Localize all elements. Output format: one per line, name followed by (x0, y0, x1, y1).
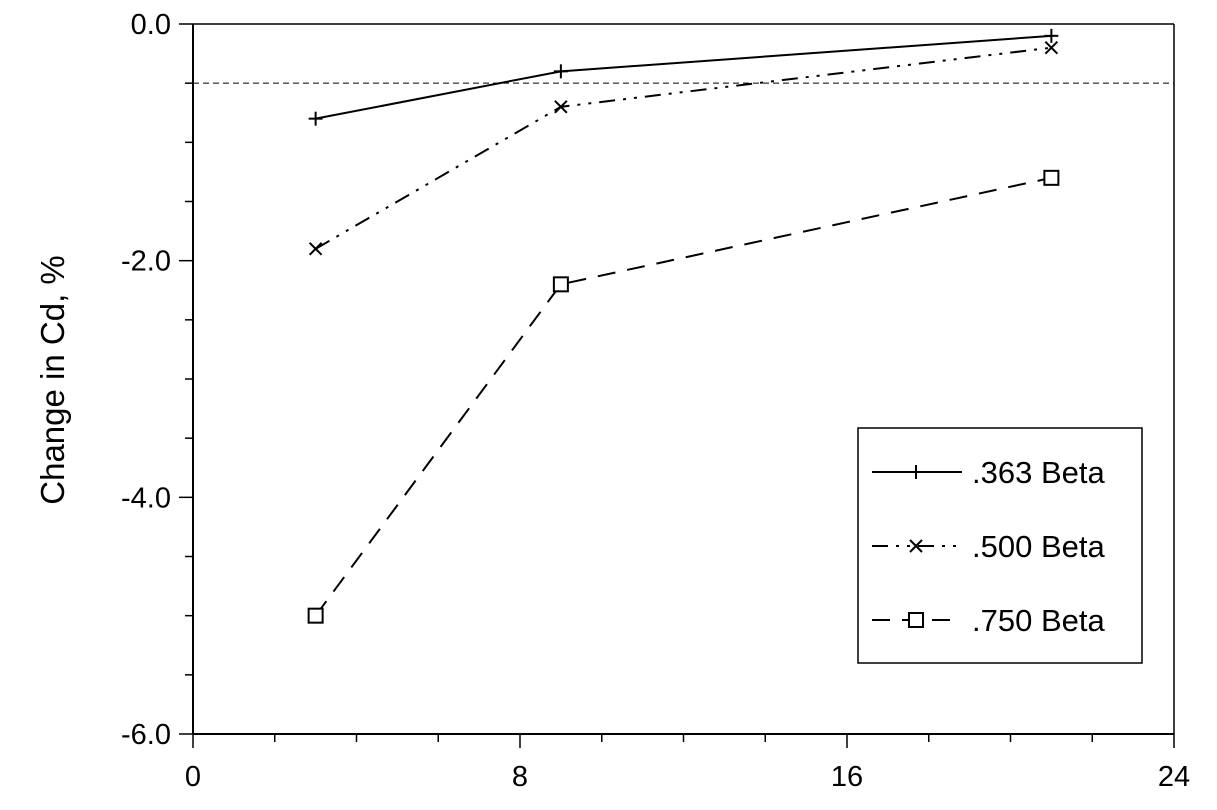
plus-marker (553, 64, 568, 79)
square-marker (307, 607, 324, 624)
series-1 (308, 28, 1059, 126)
y-tick-label: 0.0 (131, 9, 171, 41)
square-marker (1043, 169, 1060, 186)
x-marker (554, 100, 568, 114)
series-line (315, 46, 1052, 250)
y-axis-title: Change in Cd, % (34, 255, 71, 504)
legend-entry: .500 Beta (872, 529, 1105, 564)
legend-entry: .363 Beta (872, 455, 1105, 490)
legend-label: .750 Beta (972, 603, 1105, 638)
series-line (315, 34, 1052, 120)
square-marker (552, 276, 569, 293)
y-tick-label: -2.0 (121, 246, 171, 278)
legend-entry: .750 Beta (872, 603, 1105, 638)
plus-marker (1044, 28, 1059, 43)
legend-box (857, 427, 1143, 664)
legend-label: .363 Beta (972, 455, 1105, 490)
y-tick-label: -6.0 (121, 719, 171, 751)
x-marker (909, 539, 923, 553)
x-tick-label: 8 (512, 761, 528, 793)
x-marker (308, 242, 323, 256)
x-tick-label: 0 (185, 761, 201, 793)
x-tick-label: 16 (831, 761, 863, 793)
plot-area: 0.0 -2.0 -4.0 -6.0 0 8 16 24 (121, 9, 1190, 793)
square-marker (908, 612, 924, 628)
x-marker (1044, 40, 1059, 55)
series-line (314, 176, 1052, 617)
legend: .363 Beta .500 Beta .750 Beta (857, 427, 1143, 664)
legend-label: .500 Beta (972, 529, 1105, 564)
series-3 (307, 169, 1060, 624)
plus-marker (308, 111, 323, 126)
y-tick-label: -4.0 (121, 482, 171, 514)
x-tick-label: 24 (1158, 761, 1190, 793)
plus-marker (909, 465, 923, 479)
series-2 (308, 40, 1059, 256)
